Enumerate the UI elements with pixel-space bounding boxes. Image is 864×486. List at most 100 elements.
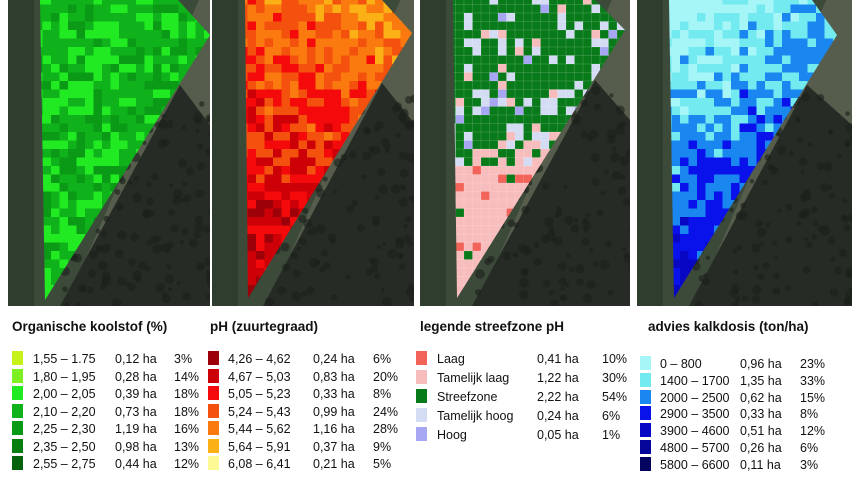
grid-cell xyxy=(324,55,333,65)
grid-cell xyxy=(756,30,766,39)
grid-cell xyxy=(688,174,698,184)
grid-cell xyxy=(582,46,592,56)
grid-cell xyxy=(714,157,723,167)
grid-cell xyxy=(790,64,800,73)
grid-cell xyxy=(59,81,69,90)
grid-cell xyxy=(523,131,533,141)
grid-cell xyxy=(463,199,473,209)
grid-cell xyxy=(523,157,533,167)
grid-cell xyxy=(731,55,740,65)
grid-cell xyxy=(455,233,465,243)
grid-cell xyxy=(782,89,791,99)
grid-cell xyxy=(671,0,681,5)
class-label: 2,55 – 2,75 xyxy=(33,457,96,471)
grid-cell xyxy=(324,4,333,14)
grid-cell xyxy=(540,89,550,99)
grid-cell xyxy=(480,225,490,235)
grid-cell xyxy=(540,21,550,31)
grid-cell xyxy=(472,123,482,133)
grid-cell xyxy=(455,267,465,277)
grid-cell xyxy=(76,149,86,158)
grid-cell xyxy=(497,12,507,22)
grid-cell xyxy=(697,89,706,99)
grid-cell xyxy=(144,72,154,82)
grid-cell xyxy=(489,157,499,167)
grid-cell xyxy=(332,81,342,90)
grid-cell xyxy=(42,174,52,184)
grid-cell xyxy=(506,114,516,124)
grid-cell xyxy=(472,174,482,184)
class-label: 5,64 – 5,91 xyxy=(228,439,291,454)
grid-cell xyxy=(765,47,774,56)
grid-cell xyxy=(136,55,145,65)
grid-cell xyxy=(315,98,325,107)
grid-cell xyxy=(480,46,490,56)
grid-cell xyxy=(574,38,584,48)
grid-cell xyxy=(307,47,316,56)
grid-cell xyxy=(680,217,689,226)
grid-cell xyxy=(680,38,689,48)
grid-cell xyxy=(765,30,774,39)
grid-cell xyxy=(290,208,299,218)
grid-cell xyxy=(247,0,257,5)
grid-cell xyxy=(93,81,103,90)
grid-cell xyxy=(765,13,774,22)
grid-cell xyxy=(144,4,154,14)
grid-cell xyxy=(773,55,783,65)
grid-cell xyxy=(51,21,60,31)
grid-cell xyxy=(489,182,499,192)
grid-cell xyxy=(455,80,465,90)
grid-cell xyxy=(110,123,120,133)
grid-cell xyxy=(315,0,325,5)
grid-cell xyxy=(42,259,52,269)
grid-cell xyxy=(472,182,482,192)
map-panel-lime-advice xyxy=(637,0,864,310)
grid-cell xyxy=(480,21,490,31)
class-label: 4,67 – 5,03 xyxy=(228,369,291,384)
grid-cell xyxy=(816,38,825,48)
grid-cell xyxy=(264,13,274,22)
grid-cell xyxy=(307,21,316,31)
grid-cell xyxy=(773,123,783,133)
grid-cell xyxy=(358,55,367,65)
grid-cell xyxy=(557,29,567,39)
grid-cell xyxy=(680,47,689,56)
grid-cell xyxy=(136,21,145,31)
grid-cell xyxy=(315,13,325,22)
color-swatch xyxy=(208,403,219,418)
grid-cell xyxy=(548,80,558,90)
grid-cell xyxy=(247,115,257,124)
grid-cell xyxy=(68,191,77,201)
grid-cell xyxy=(42,4,52,14)
grid-cell xyxy=(782,64,791,73)
grid-cell xyxy=(807,21,817,31)
grid-cell xyxy=(463,191,473,201)
area-value: 0,98 ha xyxy=(115,439,157,454)
grid-cell xyxy=(59,191,69,201)
grid-cell xyxy=(514,97,524,107)
grid-cell xyxy=(472,131,482,141)
grid-cell xyxy=(375,47,384,56)
grid-cell xyxy=(256,149,265,158)
grid-cell xyxy=(247,13,257,22)
grid-cell xyxy=(102,89,111,99)
class-label: Tamelijk laag xyxy=(437,371,510,385)
grid-cell xyxy=(42,89,52,99)
grid-cell xyxy=(680,149,689,158)
grid-cell xyxy=(110,81,120,90)
grid-cell xyxy=(298,30,308,39)
grid-cell xyxy=(773,13,783,22)
grid-cell xyxy=(765,81,774,90)
grid-cell xyxy=(756,115,766,124)
grid-cell xyxy=(119,64,128,73)
grid-cell xyxy=(76,132,86,141)
grid-cell xyxy=(480,12,490,22)
grid-cell xyxy=(455,208,465,218)
grid-cell xyxy=(59,200,69,209)
grid-cell xyxy=(523,72,533,82)
grid-cell xyxy=(574,89,584,99)
grid-cell xyxy=(42,64,52,73)
grid-cell xyxy=(455,123,465,133)
class-label: 2,10 – 2,20 xyxy=(33,404,96,419)
grid-cell xyxy=(281,98,291,107)
